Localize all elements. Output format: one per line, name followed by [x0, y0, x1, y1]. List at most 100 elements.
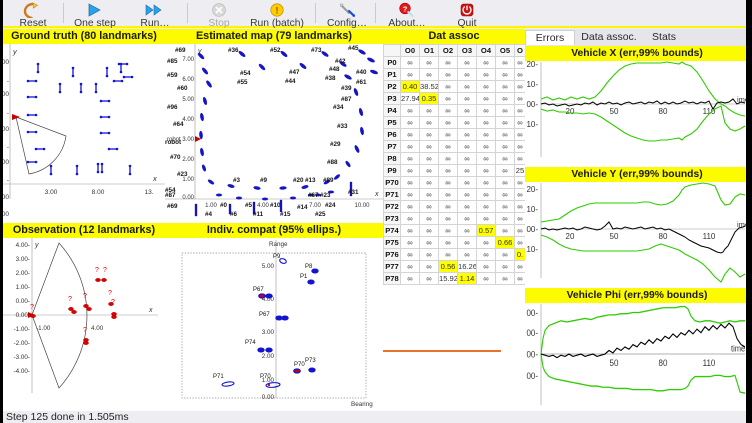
svg-text:#31: #31 — [348, 189, 359, 196]
svg-text:#69: #69 — [175, 47, 186, 54]
svg-text:#87: #87 — [165, 192, 176, 199]
svg-text:#39: #39 — [341, 85, 352, 92]
svg-text:10-: 10- — [526, 245, 538, 254]
svg-text:00-: 00- — [526, 370, 538, 381]
svg-text:?: ? — [30, 304, 34, 311]
svg-text:-: - — [7, 144, 9, 151]
svg-text:?: ? — [108, 290, 112, 297]
svg-text:10-: 10- — [526, 80, 538, 89]
svg-text:Bearing: Bearing — [351, 401, 373, 408]
svg-text:13.: 13. — [144, 189, 153, 196]
svg-text:?: ? — [83, 293, 87, 300]
svg-text:7.00: 7.00 — [309, 203, 321, 209]
svg-text:3.00-: 3.00- — [16, 256, 30, 263]
svg-text:#13: #13 — [305, 177, 316, 184]
svg-text:#23: #23 — [320, 192, 331, 199]
svg-text:#24: #24 — [325, 202, 336, 209]
svg-text:#23: #23 — [177, 171, 188, 178]
svg-text:#42: #42 — [335, 58, 346, 65]
svg-text:-1.00-: -1.00- — [14, 326, 30, 333]
svg-text:P70: P70 — [260, 374, 271, 380]
svg-text:#48: #48 — [329, 66, 340, 73]
svg-text:#9: #9 — [260, 177, 268, 184]
svg-text:#4: #4 — [205, 211, 213, 218]
svg-text:#40: #40 — [356, 69, 367, 76]
svg-text:#67: #67 — [308, 192, 319, 199]
svg-text:.00: .00 — [3, 59, 9, 66]
svg-text:y: y — [12, 47, 18, 56]
svg-text:6.00: 6.00 — [182, 77, 194, 83]
svg-text:-: - — [7, 78, 9, 85]
svg-text:#69: #69 — [167, 203, 178, 210]
svg-text:#61: #61 — [356, 79, 367, 86]
svg-text:x: x — [152, 174, 157, 183]
svg-text:#25: #25 — [315, 211, 326, 218]
svg-text:5.00: 5.00 — [182, 97, 194, 103]
svg-text:#70: #70 — [170, 154, 181, 161]
svg-text:-: - — [7, 110, 9, 117]
svg-text:0.00: 0.00 — [182, 195, 194, 201]
svg-text:?: ? — [83, 327, 87, 334]
svg-text:20: 20 — [566, 107, 575, 116]
svg-text:0.00-: 0.00- — [16, 298, 30, 305]
svg-text:3.00: 3.00 — [45, 189, 58, 196]
svg-text:#0: #0 — [220, 202, 228, 209]
svg-text:10-: 10- — [526, 120, 538, 129]
svg-text:#55: #55 — [237, 79, 248, 86]
svg-text:#10: #10 — [270, 202, 281, 209]
svg-text:#14: #14 — [297, 204, 308, 211]
svg-text:P1: P1 — [300, 274, 308, 280]
svg-text:P73: P73 — [305, 358, 316, 364]
svg-text:4.00-: 4.00- — [16, 242, 30, 249]
svg-text:#89: #89 — [323, 177, 334, 184]
svg-text:.00: .00 — [3, 194, 9, 201]
svg-text:P67: P67 — [259, 312, 270, 318]
svg-text:-3.00-: -3.00- — [14, 354, 30, 361]
svg-text:00-: 00- — [526, 225, 538, 234]
svg-text:#38: #38 — [325, 75, 336, 82]
svg-text:50: 50 — [610, 232, 619, 241]
svg-text:#33: #33 — [337, 123, 348, 130]
svg-text:110: 110 — [703, 232, 716, 241]
svg-text:1.00-: 1.00- — [16, 284, 30, 291]
svg-text:-: - — [7, 177, 9, 184]
svg-text:4.00: 4.00 — [182, 117, 194, 123]
svg-text:4.00: 4.00 — [91, 325, 104, 332]
svg-text:#44: #44 — [285, 78, 296, 85]
svg-text:#59: #59 — [167, 72, 178, 79]
svg-text:y: y — [34, 242, 39, 249]
svg-text:#96: #96 — [167, 104, 178, 111]
svg-text:.00: .00 — [3, 126, 9, 133]
svg-text:3.00: 3.00 — [262, 329, 275, 336]
svg-text:4.00: 4.00 — [257, 203, 269, 209]
svg-text:.00: .00 — [3, 91, 9, 98]
svg-text:#20: #20 — [293, 177, 304, 184]
svg-text:#36: #36 — [228, 47, 239, 54]
svg-text:#34: #34 — [333, 104, 344, 111]
svg-text:20-: 20- — [526, 185, 538, 194]
svg-text:#47: #47 — [289, 69, 300, 76]
svg-text:?: ? — [403, 5, 408, 14]
svg-text:P70: P70 — [294, 362, 305, 368]
svg-text:#73: #73 — [311, 47, 322, 54]
svg-text:00-: 00- — [526, 328, 538, 339]
svg-text:00-: 00- — [526, 307, 538, 318]
svg-text:.00: .00 — [3, 159, 9, 166]
svg-text:110: 110 — [703, 357, 716, 368]
svg-text:#54: #54 — [240, 70, 251, 77]
svg-text:0.00: 0.00 — [262, 394, 275, 401]
svg-text:#85: #85 — [167, 58, 178, 65]
svg-text:0.00-: 0.00- — [16, 312, 30, 319]
svg-text:#52: #52 — [270, 47, 281, 54]
svg-text:10.00: 10.00 — [354, 203, 370, 209]
svg-text:2.00: 2.00 — [262, 353, 275, 360]
svg-text:x: x — [148, 307, 153, 314]
svg-text:#60: #60 — [177, 85, 188, 92]
svg-text:1.00: 1.00 — [205, 203, 217, 209]
svg-text:#15: #15 — [280, 211, 291, 218]
svg-text:8.00: 8.00 — [92, 189, 105, 196]
svg-text:#3: #3 — [233, 177, 241, 184]
svg-text:80: 80 — [659, 357, 668, 368]
svg-text:?: ? — [95, 267, 99, 274]
svg-text:#5: #5 — [245, 202, 253, 209]
